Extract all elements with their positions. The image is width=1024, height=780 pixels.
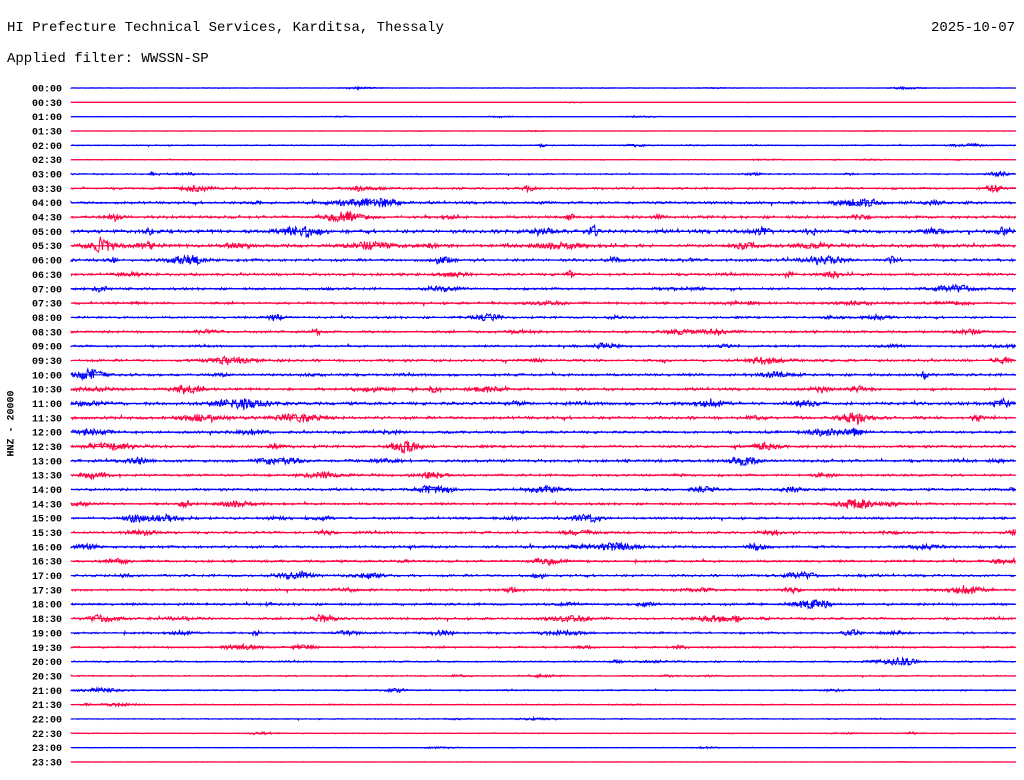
time-label: 08:30 xyxy=(32,328,62,339)
time-label: 05:00 xyxy=(32,228,62,239)
time-label: 17:00 xyxy=(32,572,62,583)
time-label: 10:00 xyxy=(32,371,62,382)
filter-label: Applied filter: WWSSN-SP xyxy=(7,51,209,67)
time-label: 16:30 xyxy=(32,558,62,569)
time-label: 15:30 xyxy=(32,529,62,540)
time-label: 14:30 xyxy=(32,500,62,511)
time-label: 18:00 xyxy=(32,601,62,612)
time-label: 02:00 xyxy=(32,142,62,153)
time-label: 15:00 xyxy=(32,515,62,526)
time-label: 00:00 xyxy=(32,85,62,96)
time-label: 13:00 xyxy=(32,457,62,468)
trace-1300 xyxy=(70,456,1016,467)
time-label: 22:00 xyxy=(32,715,62,726)
trace-1100 xyxy=(70,396,1016,411)
time-label: 00:30 xyxy=(32,99,62,110)
time-label: 09:00 xyxy=(32,343,62,354)
time-label: 05:30 xyxy=(32,242,62,253)
time-label: 17:30 xyxy=(32,586,62,597)
date-label: 2025-10-07 xyxy=(930,20,1015,36)
time-label: 06:00 xyxy=(32,257,62,268)
time-label: 20:00 xyxy=(32,658,62,669)
time-label: 04:00 xyxy=(32,199,62,210)
time-label: 02:30 xyxy=(32,156,62,167)
trace-1130 xyxy=(70,412,1016,425)
time-label: 19:30 xyxy=(32,644,62,655)
time-label: 11:30 xyxy=(32,414,62,425)
time-label: 12:00 xyxy=(32,429,62,440)
time-label: 23:00 xyxy=(32,744,62,755)
time-label: 11:00 xyxy=(32,400,62,411)
time-label: 07:00 xyxy=(32,285,62,296)
time-label: 23:30 xyxy=(32,758,62,769)
time-label: 14:00 xyxy=(32,486,62,497)
time-label: 22:30 xyxy=(32,730,62,741)
time-label: 13:30 xyxy=(32,472,62,483)
time-label: 07:30 xyxy=(32,300,62,311)
time-label: 03:30 xyxy=(32,185,62,196)
time-label: 19:00 xyxy=(32,629,62,640)
time-label: 01:00 xyxy=(32,113,62,124)
time-label: 16:00 xyxy=(32,543,62,554)
time-label: 12:30 xyxy=(32,443,62,454)
trace-1900 xyxy=(70,628,1016,637)
time-label: 08:00 xyxy=(32,314,62,325)
station-title: HI Prefecture Technical Services, Kardit… xyxy=(7,20,444,36)
time-label: 20:30 xyxy=(32,672,62,683)
trace-1230 xyxy=(70,439,1016,455)
time-label: 18:30 xyxy=(32,615,62,626)
time-label: 21:30 xyxy=(32,701,62,712)
trace-1030 xyxy=(70,384,1016,395)
time-label: 03:00 xyxy=(32,171,62,182)
time-label: 10:30 xyxy=(32,386,62,397)
time-label: 09:30 xyxy=(32,357,62,368)
time-label: 21:00 xyxy=(32,687,62,698)
time-label: 04:30 xyxy=(32,214,62,225)
trace-0430 xyxy=(70,210,1016,223)
time-label: 06:30 xyxy=(32,271,62,282)
time-label: 01:30 xyxy=(32,128,62,139)
trace-0530 xyxy=(70,236,1016,254)
